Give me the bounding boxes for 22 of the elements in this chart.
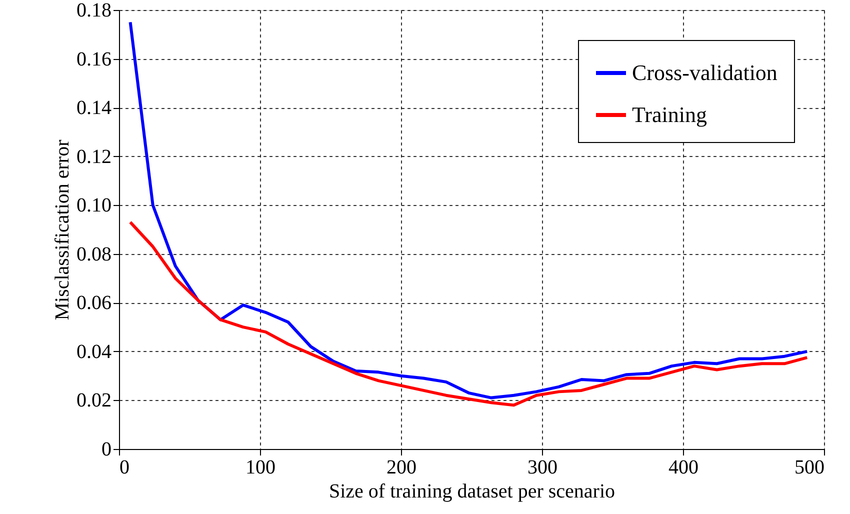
y-axis-title: Misclassification error [52,139,74,320]
x-tick-label: 0 [120,456,130,478]
y-tick-label: 0.02 [76,390,112,412]
y-tick-label: 0.04 [76,340,112,363]
x-axis-title: Size of training dataset per scenario [329,480,615,502]
x-tick-label: 300 [528,456,558,478]
y-tick-label: 0.18 [76,0,112,22]
y-tick-label: 0.06 [76,292,112,314]
x-tick-label: 200 [386,456,416,478]
y-tick-label: 0.08 [76,243,112,266]
y-tick-label: 0.12 [76,146,112,168]
x-tick-label: 500 [794,456,824,478]
x-tick-label: 400 [668,456,698,478]
y-tick-label: 0 [102,438,112,460]
legend-label: Cross-validation [632,60,778,85]
x-tick-label: 100 [246,456,276,478]
legend-label: Training [632,102,707,127]
line-series [128,20,809,400]
y-tick-label: 0.16 [76,48,112,70]
y-tick-label: 0.14 [76,97,112,120]
line-series [128,220,809,407]
y-tick-label: 0.10 [76,194,112,217]
